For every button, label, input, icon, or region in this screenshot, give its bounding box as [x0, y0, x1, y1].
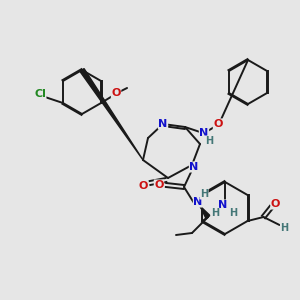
Text: H: H: [205, 136, 213, 146]
Text: N: N: [189, 162, 199, 172]
Polygon shape: [200, 206, 210, 218]
Text: H: H: [280, 223, 289, 233]
Text: H: H: [211, 208, 219, 218]
Text: H: H: [229, 208, 237, 218]
Text: N: N: [200, 128, 208, 138]
Text: O: O: [271, 199, 280, 209]
Polygon shape: [80, 69, 143, 160]
Text: N: N: [158, 119, 168, 129]
Text: O: O: [154, 180, 164, 190]
Text: Cl: Cl: [34, 89, 46, 99]
Text: O: O: [213, 119, 223, 129]
Text: O: O: [111, 88, 121, 98]
Text: O: O: [138, 181, 148, 191]
Text: N: N: [218, 200, 228, 210]
Text: H: H: [200, 189, 208, 199]
Text: N: N: [194, 197, 202, 207]
